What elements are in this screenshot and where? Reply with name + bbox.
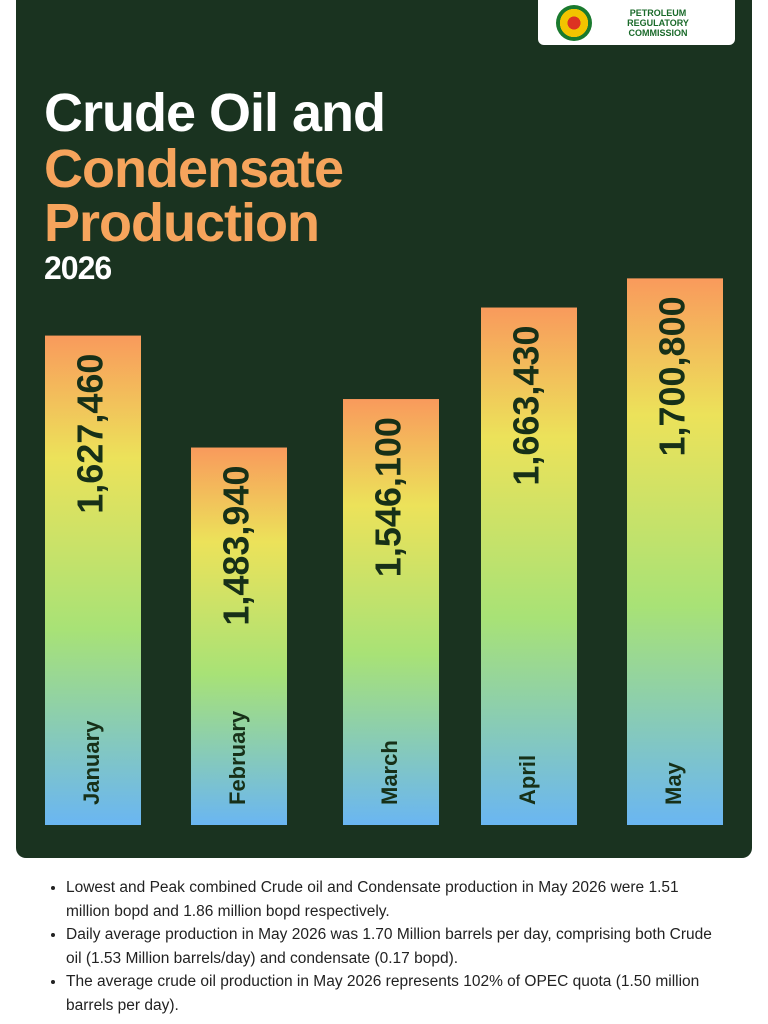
chart: 1,627,460 January 1,483,940 February 1,546,1… bbox=[45, 278, 723, 826]
value-label: 1,483,940 bbox=[216, 466, 257, 626]
logo: PETROLEUM REGULATORY COMMISSION bbox=[538, 0, 735, 45]
bar bbox=[343, 399, 439, 825]
category-label: April bbox=[515, 755, 540, 805]
chart-subtitle: 2026 bbox=[44, 250, 112, 286]
value-label: 1,546,100 bbox=[368, 417, 409, 577]
note: Lowest and Peak combined Crude oil and C… bbox=[66, 876, 726, 923]
notes: Lowest and Peak combined Crude oil and C… bbox=[46, 876, 726, 1017]
logo-text: PETROLEUM REGULATORY COMMISSION bbox=[627, 7, 689, 38]
note: Daily average production in May 2026 was… bbox=[66, 923, 726, 970]
bar bbox=[45, 335, 141, 825]
logo-icon bbox=[556, 4, 592, 41]
value-label: 1,627,460 bbox=[70, 354, 111, 514]
category-label: March bbox=[377, 740, 402, 805]
bar bbox=[191, 447, 287, 825]
note: The average crude oil production in May … bbox=[66, 970, 726, 1017]
value-label: 1,663,430 bbox=[506, 326, 547, 486]
category-label: January bbox=[79, 720, 104, 805]
chart-title-accent: Condensate Production bbox=[44, 139, 344, 253]
category-label: May bbox=[661, 761, 686, 805]
value-label: 1,700,800 bbox=[652, 296, 693, 456]
bar bbox=[481, 307, 577, 825]
bar bbox=[627, 278, 723, 826]
category-label: February bbox=[225, 710, 250, 805]
chart-title: Crude Oil and bbox=[44, 83, 386, 143]
